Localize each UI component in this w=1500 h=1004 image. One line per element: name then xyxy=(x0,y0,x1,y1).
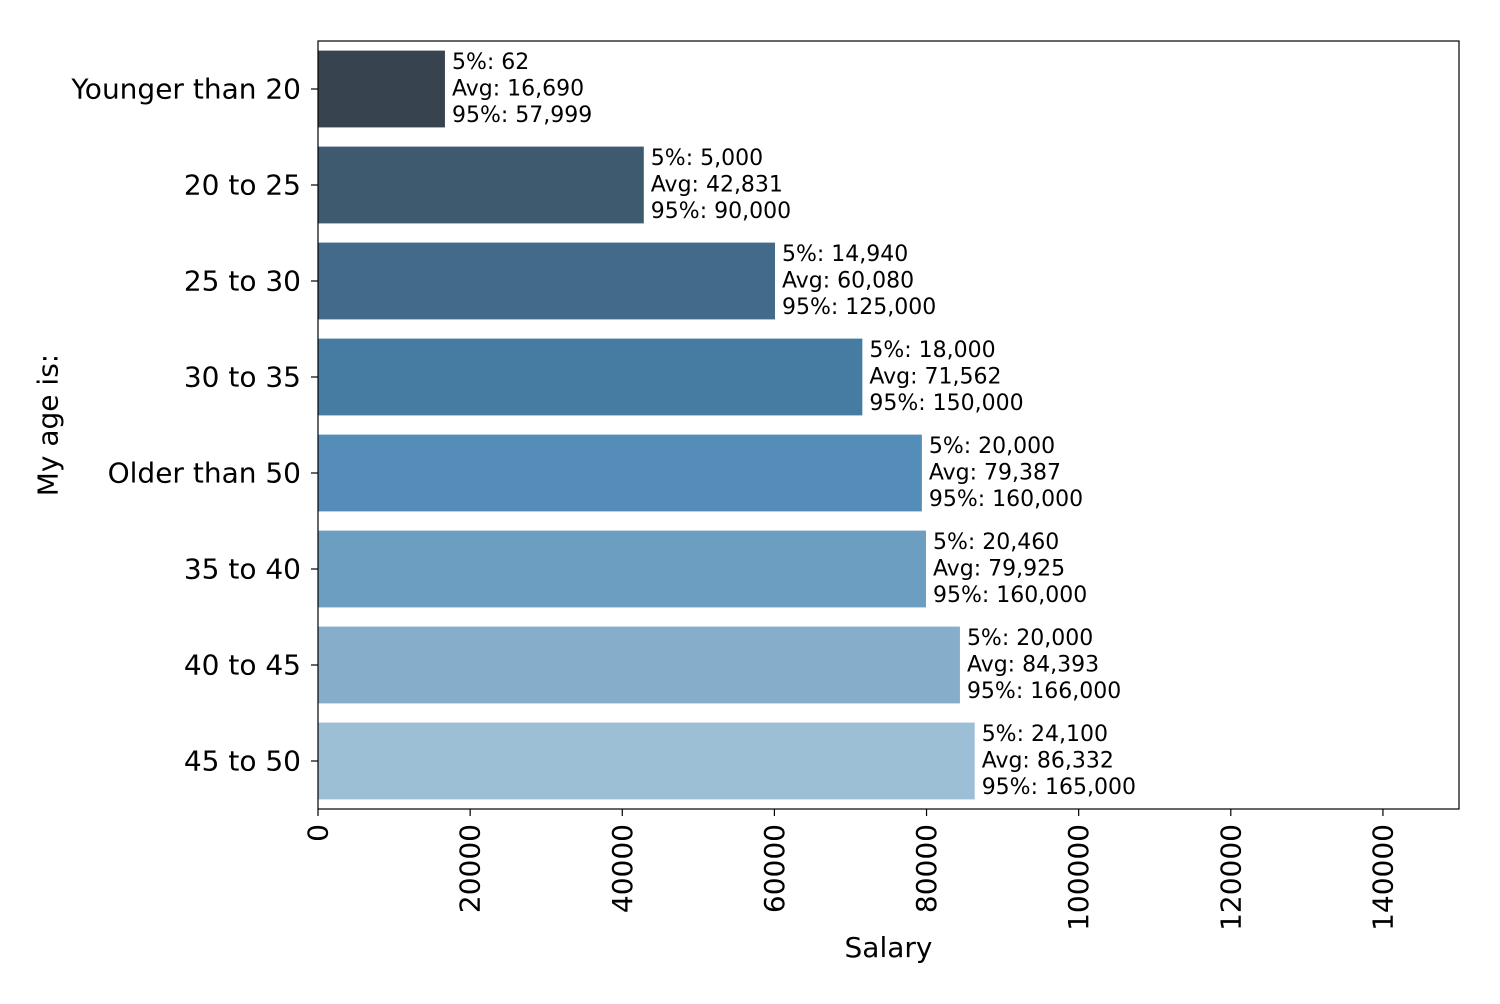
y-axis-label: My age is: xyxy=(32,354,65,497)
x-tick-label: 40000 xyxy=(606,824,639,913)
bar-annotation: 5%: 20,000 xyxy=(967,626,1093,651)
bar xyxy=(318,434,922,512)
bar xyxy=(318,530,926,608)
y-tick-label: Older than 50 xyxy=(108,457,301,490)
x-tick-label: 60000 xyxy=(758,824,791,913)
y-axis: Younger than 20 20 to 25 25 to 30 30 to 35 O… xyxy=(70,73,318,778)
bar-annotation: 5%: 18,000 xyxy=(869,338,995,363)
bar xyxy=(318,338,863,416)
bar xyxy=(318,146,644,224)
bar-annotation: Avg: 42,831 xyxy=(651,173,783,198)
x-axis-label: Salary xyxy=(845,931,933,964)
bar-annotation: 5%: 20,000 xyxy=(929,434,1055,459)
bar-annotation: 5%: 62 xyxy=(452,50,529,75)
bar-annotation: Avg: 86,332 xyxy=(982,749,1114,774)
x-tick-label: 140000 xyxy=(1366,824,1399,931)
bar-annotation: 95%: 166,000 xyxy=(967,679,1121,704)
bar-annotation: 95%: 160,000 xyxy=(929,487,1083,512)
bar xyxy=(318,722,975,800)
bar xyxy=(318,626,960,704)
x-tick-label: 120000 xyxy=(1214,824,1247,931)
bar-annotation: Avg: 16,690 xyxy=(452,77,584,102)
bar xyxy=(318,50,445,128)
bar-annotation: 5%: 5,000 xyxy=(651,146,763,171)
bar-annotation: 5%: 24,100 xyxy=(982,722,1108,747)
y-tick-label: 20 to 25 xyxy=(184,169,301,202)
bar-annotation: Avg: 71,562 xyxy=(869,365,1001,390)
y-tick-label: 40 to 45 xyxy=(184,649,301,682)
x-tick-label: 80000 xyxy=(910,824,943,913)
y-tick-label: Younger than 20 xyxy=(70,73,301,106)
bar-annotation: Avg: 84,393 xyxy=(967,653,1099,678)
bar-annotation: 95%: 165,000 xyxy=(982,775,1136,800)
y-tick-label: 35 to 40 xyxy=(184,553,301,586)
bar xyxy=(318,242,776,320)
bar-annotation: 95%: 90,000 xyxy=(651,199,791,224)
bar-annotation: 95%: 160,000 xyxy=(933,583,1087,608)
y-tick-label: 45 to 50 xyxy=(184,745,301,778)
y-tick-label: 25 to 30 xyxy=(184,265,301,298)
bar-annotation: 5%: 20,460 xyxy=(933,530,1059,555)
x-tick-label: 100000 xyxy=(1062,824,1095,931)
bar-annotation: 5%: 14,940 xyxy=(782,242,908,267)
bar-annotation: 95%: 57,999 xyxy=(452,103,592,128)
bar-annotation: Avg: 79,387 xyxy=(929,461,1061,486)
x-tick-label: 0 xyxy=(302,824,335,842)
bar-annotation: 95%: 150,000 xyxy=(869,391,1023,416)
bar-annotation: Avg: 60,080 xyxy=(782,269,914,294)
bar-annotation: Avg: 79,925 xyxy=(933,557,1065,582)
y-tick-label: 30 to 35 xyxy=(184,361,301,394)
x-tick-label: 20000 xyxy=(454,824,487,913)
plot-frame xyxy=(317,40,1460,810)
bar-annotation: 95%: 125,000 xyxy=(782,295,936,320)
bars-layer xyxy=(318,50,975,800)
x-axis: 0 20000 40000 60000 80000 100000 120000 140000 xyxy=(302,809,1399,931)
